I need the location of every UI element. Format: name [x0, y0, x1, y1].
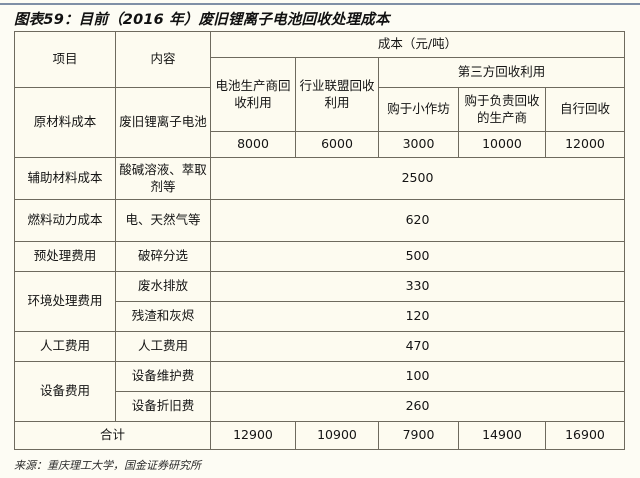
cell-total-self-recycle: 16900 [545, 421, 625, 450]
header-sub-responsible-maker: 购于负责回收的生产商 [458, 87, 546, 132]
table-row-raw-material-values: 8000 6000 3000 10000 12000 [15, 131, 625, 158]
table-row-auxiliary-material: 辅助材料成本 酸碱溶液、萃取剂等 2500 [14, 157, 625, 200]
total-label: 合计 [14, 421, 211, 450]
cell-fuel-power-value: 620 [210, 199, 625, 242]
row-content-equipment-maintenance: 设备维护费 [115, 361, 211, 392]
cost-table: 项目 内容 成本（元/吨） 电池生产商回收利用 行业联盟回收利用 第三方回收利用… [14, 31, 625, 450]
table-row-equipment-maintenance: 设备费用 设备维护费 100 [14, 361, 625, 422]
table-row-equipment-depreciation: 设备折旧费 260 [15, 391, 625, 422]
row-content-residue-ash: 残渣和灰烬 [115, 301, 211, 332]
row-content-pretreatment: 破碎分选 [115, 241, 211, 272]
cell-auxiliary-material-value: 2500 [210, 157, 625, 200]
cell-raw-small-workshop: 3000 [378, 131, 459, 158]
table-header-row-1: 项目 内容 成本（元/吨） [14, 31, 625, 88]
row-content-waste-water: 废水排放 [115, 271, 211, 302]
row-content-labor: 人工费用 [115, 331, 211, 362]
table-row-labor: 人工费用 人工费用 470 [14, 331, 625, 362]
cell-total-responsible-maker: 14900 [458, 421, 546, 450]
cell-raw-self-recycle: 12000 [545, 131, 625, 158]
figure-title: 图表59：目前（2016 年）废旧锂离子电池回收处理成本 [14, 12, 390, 28]
header-sub-small-workshop: 购于小作坊 [378, 87, 459, 132]
header-sub-battery-maker: 电池生产商回收利用 [210, 57, 296, 132]
cell-raw-industry-alliance: 6000 [295, 131, 379, 158]
row-item-equipment: 设备费用 [14, 361, 116, 422]
cell-total-industry-alliance: 10900 [295, 421, 379, 450]
cell-equipment-depreciation-value: 260 [210, 391, 625, 422]
table-row-total: 合计 12900 10900 7900 14900 16900 [14, 421, 625, 450]
header-col-item: 项目 [14, 31, 116, 88]
row-content-equipment-depreciation: 设备折旧费 [115, 391, 211, 422]
header-cost-group: 成本（元/吨） [210, 31, 625, 58]
table-header-row-2: 电池生产商回收利用 行业联盟回收利用 第三方回收利用 [15, 57, 625, 132]
table-row-fuel-power: 燃料动力成本 电、天然气等 620 [14, 199, 625, 242]
row-item-auxiliary-material: 辅助材料成本 [14, 157, 116, 200]
header-col-content: 内容 [115, 31, 211, 88]
header-third-party-group: 第三方回收利用 [378, 57, 625, 88]
cell-total-battery-maker: 12900 [210, 421, 296, 450]
row-item-environment: 环境处理费用 [14, 271, 116, 332]
cell-raw-responsible-maker: 10000 [458, 131, 546, 158]
table-row-waste-water: 环境处理费用 废水排放 330 [14, 271, 625, 332]
row-content-auxiliary-material: 酸碱溶液、萃取剂等 [115, 157, 211, 200]
cell-pretreatment-value: 500 [210, 241, 625, 272]
cell-total-small-workshop: 7900 [378, 421, 459, 450]
top-divider-rule [0, 3, 640, 5]
row-content-fuel-power: 电、天然气等 [115, 199, 211, 242]
cell-equipment-maintenance-value: 100 [210, 361, 625, 392]
table-header-row-3: 原材料成本 废旧锂离子电池 购于小作坊 购于负责回收的生产商 自行回收 [14, 87, 625, 158]
row-item-pretreatment: 预处理费用 [14, 241, 116, 272]
cell-waste-water-value: 330 [210, 271, 625, 302]
row-item-raw-material: 原材料成本 [14, 87, 116, 158]
table-row-residue-ash: 残渣和灰烬 120 [15, 301, 625, 332]
header-sub-self-recycle: 自行回收 [545, 87, 625, 132]
header-sub-industry-alliance: 行业联盟回收利用 [295, 57, 379, 132]
table-row-pretreatment: 预处理费用 破碎分选 500 [14, 241, 625, 272]
cell-raw-battery-maker: 8000 [210, 131, 296, 158]
row-content-waste-battery: 废旧锂离子电池 [115, 87, 211, 158]
row-item-labor: 人工费用 [14, 331, 116, 362]
cell-residue-ash-value: 120 [210, 301, 625, 332]
row-item-fuel-power: 燃料动力成本 [14, 199, 116, 242]
source-note: 来源：重庆理工大学，国金证券研究所 [14, 459, 201, 472]
cost-table-wrapper: 项目 内容 成本（元/吨） 电池生产商回收利用 行业联盟回收利用 第三方回收利用… [14, 31, 625, 450]
cell-labor-value: 470 [210, 331, 625, 362]
